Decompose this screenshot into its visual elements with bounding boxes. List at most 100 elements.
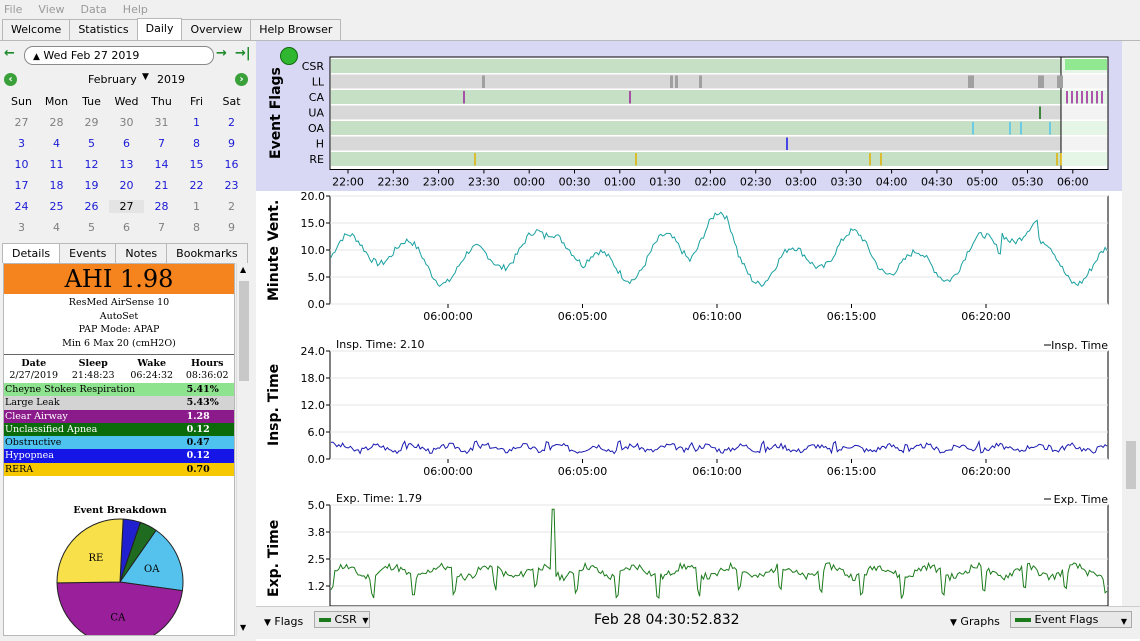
calendar-day[interactable]: 4 xyxy=(53,137,60,150)
flag-row-band xyxy=(1062,136,1107,151)
calendar-day[interactable]: 2 xyxy=(228,116,235,129)
calendar-month[interactable]: February xyxy=(88,73,137,86)
x-tick-label: 06:05:00 xyxy=(558,465,607,478)
tab-help-browser[interactable]: Help Browser xyxy=(250,19,342,40)
calendar-day[interactable]: 13 xyxy=(119,158,134,171)
calendar-day[interactable]: 2 xyxy=(228,200,235,213)
next-day-arrow-icon[interactable]: → xyxy=(216,46,227,61)
calendar-day[interactable]: 8 xyxy=(193,137,200,150)
tab-daily[interactable]: Daily xyxy=(136,18,183,40)
leak-mark xyxy=(670,75,673,88)
header-hours: Hours xyxy=(190,358,224,369)
calendar-day[interactable]: 26 xyxy=(84,200,99,213)
menu-file[interactable]: File xyxy=(4,3,23,16)
value-hours: 08:36:02 xyxy=(185,370,229,381)
calendar-day[interactable]: 27 xyxy=(109,200,144,213)
event-row[interactable]: Obstructive 0.47 xyxy=(4,436,234,450)
calendar-day[interactable]: 21 xyxy=(154,179,169,192)
event-value: 5.41% xyxy=(182,383,234,397)
prev-day-arrow-icon[interactable]: ← xyxy=(4,46,15,61)
calendar-day[interactable]: 31 xyxy=(154,116,169,129)
scroll-up-icon[interactable]: ▲ xyxy=(240,265,247,274)
event-value: 5.43% xyxy=(182,396,234,410)
next-month-icon[interactable]: › xyxy=(235,73,248,86)
tab-details[interactable]: Details xyxy=(2,243,61,263)
calendar-day[interactable]: 5 xyxy=(88,137,95,150)
calendar-day[interactable]: 28 xyxy=(154,200,169,213)
calendar-day[interactable]: 23 xyxy=(224,179,239,192)
calendar-day[interactable]: 1 xyxy=(193,116,200,129)
date-picker[interactable]: ▲ Wed Feb 27 2019 xyxy=(24,46,214,65)
graph-select[interactable]: Event Flags ▼ xyxy=(1010,611,1132,628)
flag-select[interactable]: CSR ▼ xyxy=(314,611,370,628)
flag-x-tick-label: 02:30 xyxy=(740,176,772,189)
calendar-day[interactable]: 25 xyxy=(49,200,64,213)
calendar-day[interactable]: 3 xyxy=(18,137,25,150)
calendar-day[interactable]: 14 xyxy=(154,158,169,171)
calendar-day[interactable]: 30 xyxy=(119,116,134,129)
prev-month-icon[interactable]: ‹ xyxy=(4,73,17,86)
waveform-line xyxy=(330,508,1108,599)
calendar-day[interactable]: 15 xyxy=(189,158,204,171)
calendar-day[interactable]: 27 xyxy=(14,116,29,129)
scroll-down-icon[interactable]: ▼ xyxy=(240,623,247,632)
calendar-toggle-icon[interactable]: ▲ xyxy=(33,52,40,62)
calendar-year[interactable]: 2019 xyxy=(157,73,185,86)
details-scrollbar[interactable]: ▲ ▼ xyxy=(236,263,250,636)
corner-label: Insp. Time: 2.10 xyxy=(336,338,425,351)
calendar-day[interactable]: 28 xyxy=(49,116,64,129)
calendar-day[interactable]: 4 xyxy=(53,221,60,234)
tab-welcome[interactable]: Welcome xyxy=(2,19,71,40)
event-row[interactable]: Unclassified Apnea 0.12 xyxy=(4,422,234,437)
menu-data[interactable]: Data xyxy=(80,3,107,16)
calendar-day[interactable]: 16 xyxy=(224,158,239,171)
calendar-day[interactable]: 6 xyxy=(123,137,130,150)
tab-notes[interactable]: Notes xyxy=(115,243,168,263)
y-tick-label: 2.5 xyxy=(308,553,326,566)
calendar-day[interactable]: 19 xyxy=(84,179,99,192)
menu-help[interactable]: Help xyxy=(122,3,148,16)
calendar-day[interactable]: 24 xyxy=(14,200,29,213)
graphs-button[interactable]: ▼ Graphs xyxy=(950,611,1000,633)
pie-slice xyxy=(119,529,184,592)
tab-statistics[interactable]: Statistics xyxy=(69,19,138,40)
calendar-day[interactable]: 1 xyxy=(193,200,200,213)
scroll-thumb[interactable] xyxy=(239,281,249,381)
y-tick-label: 5.0 xyxy=(308,499,326,512)
graph-scrollbar[interactable] xyxy=(1122,41,1140,606)
calendar-day[interactable]: 9 xyxy=(228,137,235,150)
header-date: Date xyxy=(21,358,47,369)
calendar-day[interactable]: 17 xyxy=(14,179,29,192)
leak-mark xyxy=(699,75,702,88)
tab-overview[interactable]: Overview xyxy=(181,19,252,40)
calendar-day[interactable]: 9 xyxy=(228,221,235,234)
calendar-day[interactable]: 7 xyxy=(158,137,165,150)
event-row[interactable]: RERA 0.70 xyxy=(4,462,234,477)
calendar-day[interactable]: 3 xyxy=(18,221,25,234)
calendar-day[interactable]: 8 xyxy=(193,221,200,234)
calendar-day[interactable]: 12 xyxy=(84,158,99,171)
flags-button[interactable]: ▼ Flags xyxy=(264,611,303,633)
calendar-day[interactable]: 22 xyxy=(189,179,204,192)
calendar-day[interactable]: 11 xyxy=(49,158,64,171)
calendar-day[interactable]: 29 xyxy=(84,116,99,129)
calendar-day[interactable]: 7 xyxy=(158,221,165,234)
calendar-day[interactable]: 20 xyxy=(119,179,134,192)
event-row[interactable]: Large Leak 5.43% xyxy=(4,396,234,410)
tab-bookmarks[interactable]: Bookmarks xyxy=(166,243,248,263)
menu-bar: File View Data Help xyxy=(0,0,1140,19)
last-day-arrow-icon[interactable]: →| xyxy=(235,46,251,61)
month-dropdown-icon[interactable]: ▼ xyxy=(142,72,149,82)
event-row[interactable]: Clear Airway 1.28 xyxy=(4,409,234,423)
calendar-day[interactable]: 6 xyxy=(123,221,130,234)
event-row[interactable]: Hypopnea 0.12 xyxy=(4,449,234,463)
pin-icon[interactable] xyxy=(280,47,298,65)
event-row[interactable]: Cheyne Stokes Respiration 5.41% xyxy=(4,383,234,397)
calendar-day[interactable]: 10 xyxy=(14,158,29,171)
calendar-day[interactable]: 5 xyxy=(88,221,95,234)
graph-scroll-thumb[interactable] xyxy=(1126,441,1136,489)
menu-view[interactable]: View xyxy=(38,3,65,16)
tab-events[interactable]: Events xyxy=(59,243,117,263)
flag-row-label: H xyxy=(316,138,324,151)
calendar-day[interactable]: 18 xyxy=(49,179,64,192)
